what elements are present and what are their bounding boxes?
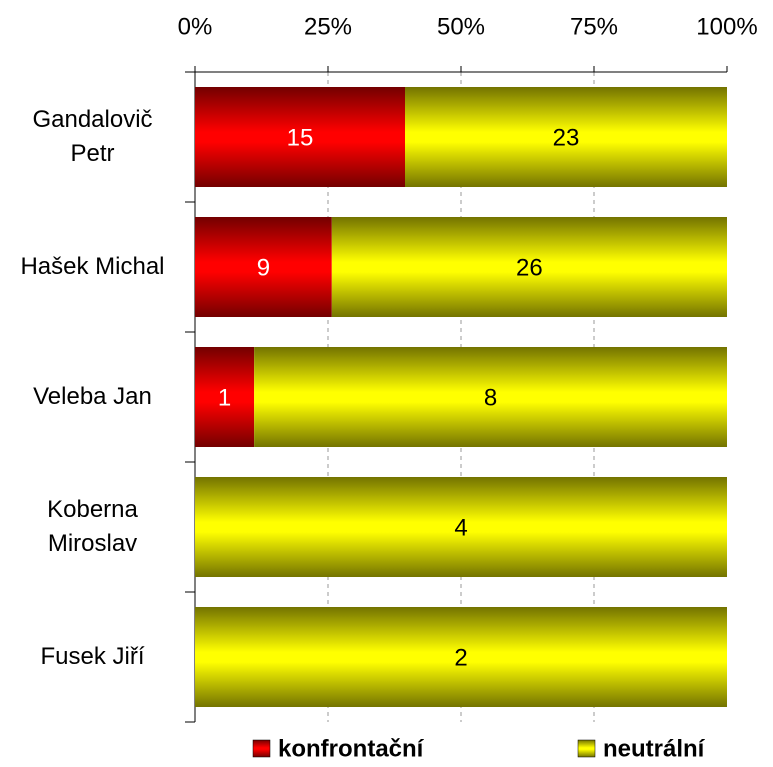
legend-swatch: [252, 739, 271, 758]
x-tick-label: 100%: [696, 13, 757, 40]
data-label: 8: [484, 384, 497, 411]
y-tick-label: Gandalovič Petr: [32, 106, 153, 167]
bar-segment: [195, 347, 255, 447]
data-label: 1: [218, 384, 231, 411]
y-tick-label: Fusek Jiří: [40, 643, 145, 670]
x-tick-label: 50%: [437, 13, 485, 40]
data-label: 26: [516, 254, 543, 281]
bar-segment: [195, 87, 405, 187]
bar-segment: [405, 87, 727, 187]
data-label: 4: [454, 514, 467, 541]
bar-segment: [331, 217, 727, 317]
legend-swatch: [577, 739, 596, 758]
data-label: 23: [553, 124, 580, 151]
data-label: 9: [257, 254, 270, 281]
bar-segment: [195, 477, 727, 577]
x-tick-label: 0%: [178, 13, 213, 40]
y-tick-label: Veleba Jan: [33, 383, 152, 410]
x-tick-label: 25%: [304, 13, 352, 40]
data-label: 2: [454, 644, 467, 671]
y-tick-label: Hašek Michal: [20, 253, 165, 280]
data-label: 15: [287, 124, 314, 151]
legend-label: konfrontační: [278, 735, 425, 762]
bar-segment: [254, 347, 727, 447]
x-tick-label: 75%: [570, 13, 618, 40]
bar-segment: [195, 217, 332, 317]
legend-label: neutrální: [603, 735, 706, 762]
y-tick-label: Koberna Miroslav: [47, 496, 138, 557]
bar-segment: [195, 607, 727, 707]
